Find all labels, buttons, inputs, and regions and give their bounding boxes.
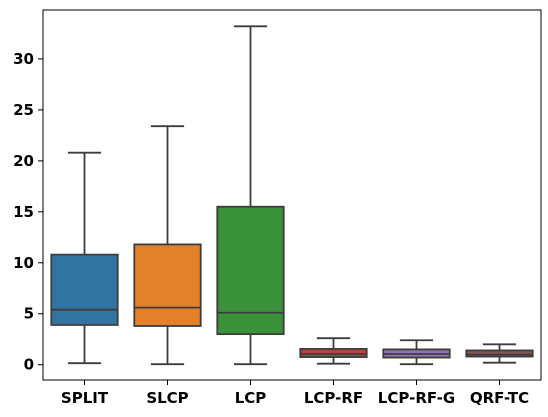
iqr-box — [50, 253, 119, 326]
y-tick-label: 30 — [13, 50, 34, 68]
x-axis: SPLIT SLCP LCP LCP-RF LCP-RF-G QRF-TC — [61, 380, 529, 407]
plot-frame — [42, 9, 542, 381]
y-axis: 0 5 10 15 20 25 30 — [13, 50, 43, 374]
y-tick-label: 25 — [13, 101, 34, 119]
box-group — [50, 25, 534, 366]
box-lcp — [216, 25, 285, 366]
y-tick-label: 10 — [13, 254, 34, 272]
box-split — [50, 151, 119, 365]
box-lcp-rf-g — [382, 339, 451, 366]
y-tick-label: 5 — [24, 305, 34, 323]
box-lcp-rf — [299, 337, 368, 365]
y-tick-label: 0 — [24, 356, 34, 374]
iqr-box — [299, 348, 368, 358]
x-tick-label: LCP-RF — [304, 389, 363, 407]
iqr-box — [216, 205, 285, 336]
iqr-box — [133, 243, 202, 327]
x-tick-label: LCP — [235, 389, 267, 407]
box-slcp — [133, 125, 202, 366]
iqr-box — [465, 349, 534, 358]
x-tick-label: SLCP — [146, 389, 188, 407]
y-tick-label: 20 — [13, 152, 34, 170]
x-tick-label: LCP-RF-G — [378, 389, 455, 407]
x-tick-label: QRF-TC — [470, 389, 529, 407]
y-tick-label: 15 — [13, 203, 34, 221]
x-tick-label: SPLIT — [61, 389, 109, 407]
box-qrf-tc — [465, 343, 534, 364]
